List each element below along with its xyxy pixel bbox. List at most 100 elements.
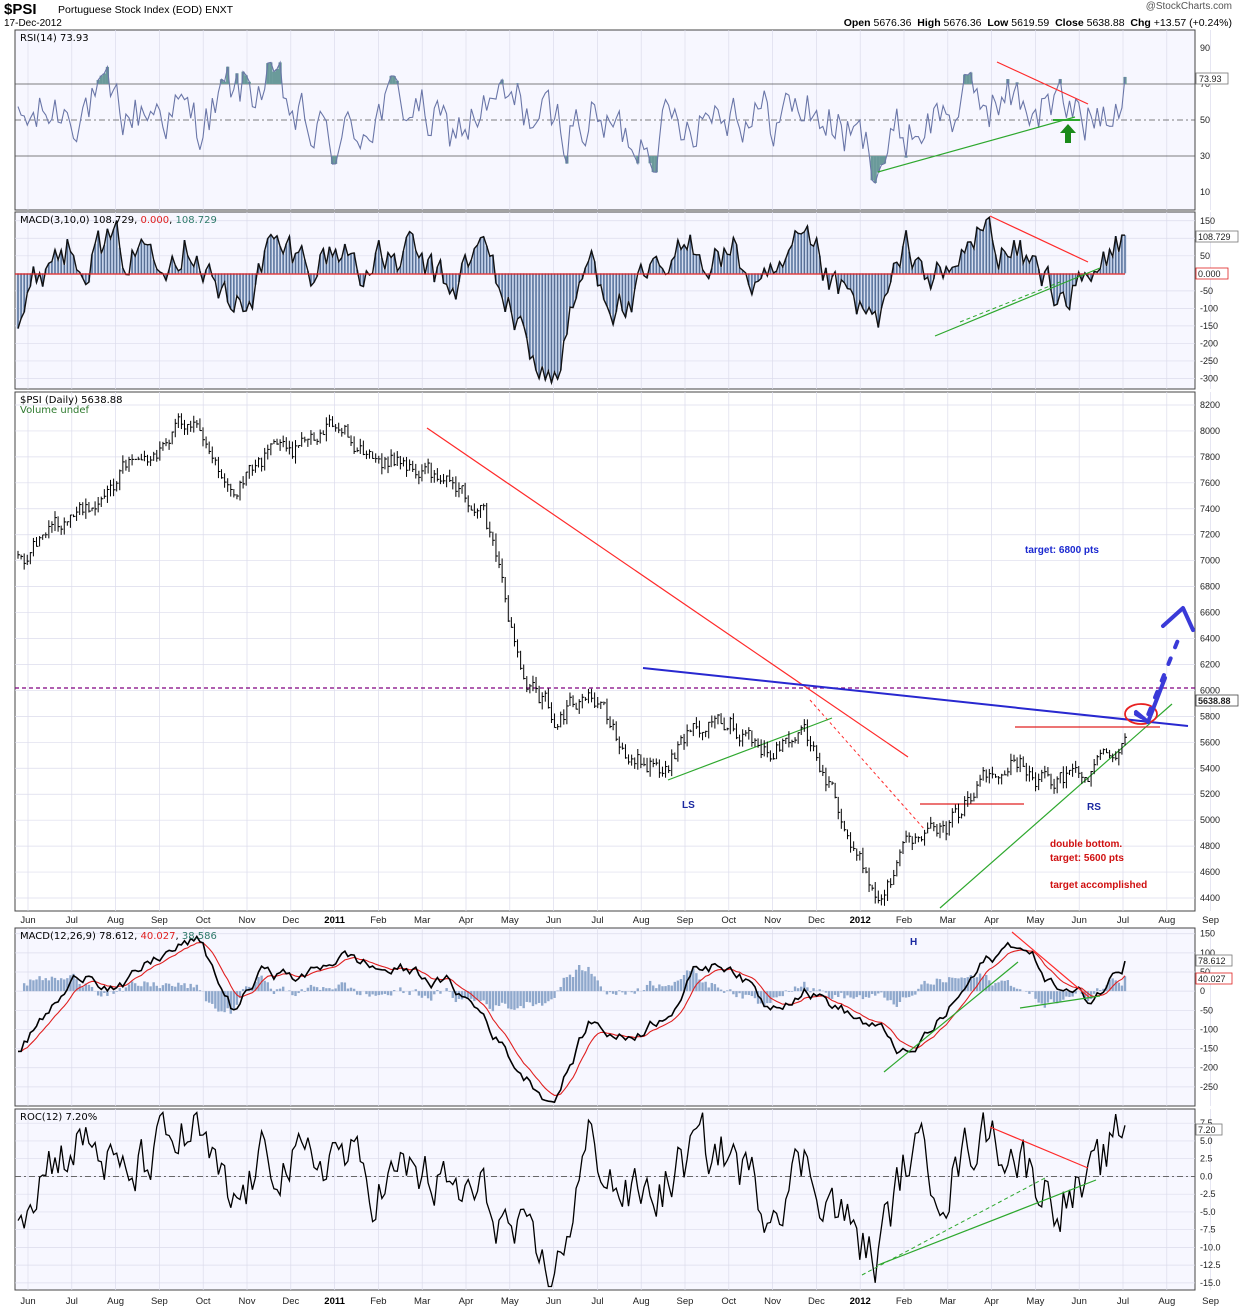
roc-red-trendline [989,1126,1089,1169]
roc-tick-labels: 7.5 5.0 2.5 0.0 -2.5 -5.0 -7.5 -10.0 -12.5 -15.0 [1200,1118,1221,1288]
y-tick-label: 100 [1200,948,1215,958]
x-tick-label: Aug [633,1296,650,1307]
x-tick-label: Mar [414,915,430,926]
roc-title: ROC(12) 7.20% [20,1112,97,1123]
y-tick-label: 6400 [1200,634,1220,644]
y-tick-label: -300 [1200,373,1218,383]
x-tick-label: Mar [940,1296,956,1307]
macd-title-sep: , [175,931,181,942]
x-tick-label: Nov [239,1296,256,1307]
close-label: Close [1055,17,1084,29]
x-tick-label: Jul [66,1296,78,1307]
ohlc-summary: Open 5676.36 High 5676.36 Low 5619.59 Cl… [844,17,1232,29]
x-tick-label: May [501,1296,519,1307]
x-tick-label: Mar [414,1296,430,1307]
y-tick-label: 7200 [1200,530,1220,540]
price-panel-frame [14,391,1196,912]
x-tick-label: Oct [721,915,736,926]
price-ohlc-bars [17,413,1127,906]
low-value: 5619.59 [1011,17,1050,29]
neckline-blue-line [642,667,1189,727]
rsi-line [17,60,1126,184]
x-tick-label: Feb [370,1296,386,1307]
x-tick-label: Dec [282,915,299,926]
x-tick-label: May [1026,915,1044,926]
rsi-tick-labels: 9070503010 [1200,43,1210,197]
macd-fast-title-sep: , [169,215,175,226]
y-tick-label: -100 [1200,303,1218,313]
x-tick-label: Nov [239,915,256,926]
y-tick-label: -2.5 [1200,1189,1216,1199]
x-tick-label: Sep [677,915,694,926]
target-6800-annotation: target: 6800 pts [1025,545,1099,556]
x-tick-label: Aug [107,915,124,926]
x-tick-label: Nov [764,1296,781,1307]
macd-title: MACD(12,26,9) 78.612, 40.027, 38.586 [20,931,217,942]
x-tick-label: Jul [66,915,78,926]
y-tick-label: -10.0 [1200,1242,1221,1252]
high-value: 5676.36 [943,17,982,29]
price-gridlines [15,392,1211,911]
roc-panel: ROC(12) 7.20% 7.5 5.0 2.5 0.0 -2.5 -5.0 -7.5 -1… [14,1108,1223,1291]
rsi-value-label: 73.93 [1199,74,1222,84]
macd-fast-red-trendline [989,215,1089,263]
y-tick-label: 8200 [1200,400,1220,410]
x-tick-label: Jun [20,1296,35,1307]
index-name: Portuguese Stock Index (EOD) ENXT [58,4,233,16]
y-tick-label: 90 [1200,43,1210,53]
close-value: 5638.88 [1086,17,1125,29]
macd-title-signal: 40.027 [140,931,175,942]
y-tick-label: -200 [1200,338,1218,348]
x-tick-label: Feb [896,1296,912,1307]
chart-header: $PSI Portuguese Stock Index (EOD) ENXT 1… [0,0,1240,30]
x-axis-top: Jun Jul Aug Sep Oct Nov Dec 2011 Feb Mar Apr May Jun… [20,915,1219,926]
y-tick-label: -150 [1200,1044,1218,1054]
target-arrowhead-icon [1161,606,1195,632]
macd-line [17,935,1126,1104]
y-tick-label: 150 [1200,216,1215,226]
rsi-divergence-red-line [996,61,1089,105]
macd-panel-frame [14,927,1196,1107]
double-bottom-target-label: target: 5600 pts [1050,853,1124,864]
y-tick-label: 7600 [1200,478,1220,488]
macd-fast-value-box [1195,230,1239,243]
x-tick-label: Aug [633,915,650,926]
x-tick-label: 2011 [324,1296,345,1307]
x-tick-label: Oct [196,1296,211,1307]
x-tick-label: Dec [282,1296,299,1307]
macd-green-support [1019,995,1101,1009]
head-label: H [910,937,917,948]
price-value-box [1195,694,1239,707]
open-label: Open [843,17,871,29]
x-tick-label: Jun [546,1296,561,1307]
x-tick-label: Sep [1202,1296,1219,1307]
x-tick-label: Aug [1158,1296,1175,1307]
target-accomplished-label: target accomplished [1050,880,1147,891]
y-tick-label: -150 [1200,321,1218,331]
y-tick-label: 7800 [1200,452,1220,462]
y-tick-label: 50 [1200,115,1210,125]
x-tick-label: Sep [151,1296,168,1307]
x-tick-label: 2012 [850,1296,871,1307]
y-tick-label: 6800 [1200,582,1220,592]
macd-fast-value-label: 108.729 [1198,232,1231,242]
y-tick-label: 150 [1200,929,1215,939]
macd-fast-title-hist: 108.729 [175,215,216,226]
x-tick-label: Jul [591,915,603,926]
y-tick-label: 6600 [1200,608,1220,618]
y-tick-label: 4600 [1200,867,1220,877]
y-tick-label: -50 [1200,286,1213,296]
y-tick-label: 6200 [1200,659,1220,669]
chg-label: Chg [1130,17,1151,29]
y-tick-label: 7400 [1200,504,1220,514]
macd-fast-green-trendline [934,267,1101,337]
open-value: 5676.36 [873,17,912,29]
projection-arrow-base [1134,710,1150,724]
roc-green-trendline [877,1179,1097,1266]
y-tick-label: 4800 [1200,841,1220,851]
y-tick-label: -100 [1200,1024,1218,1034]
x-tick-label: Apr [459,1296,474,1307]
y-tick-label: 10 [1200,187,1210,197]
macd-value-box [1195,954,1233,967]
x-tick-label: Jul [591,1296,603,1307]
